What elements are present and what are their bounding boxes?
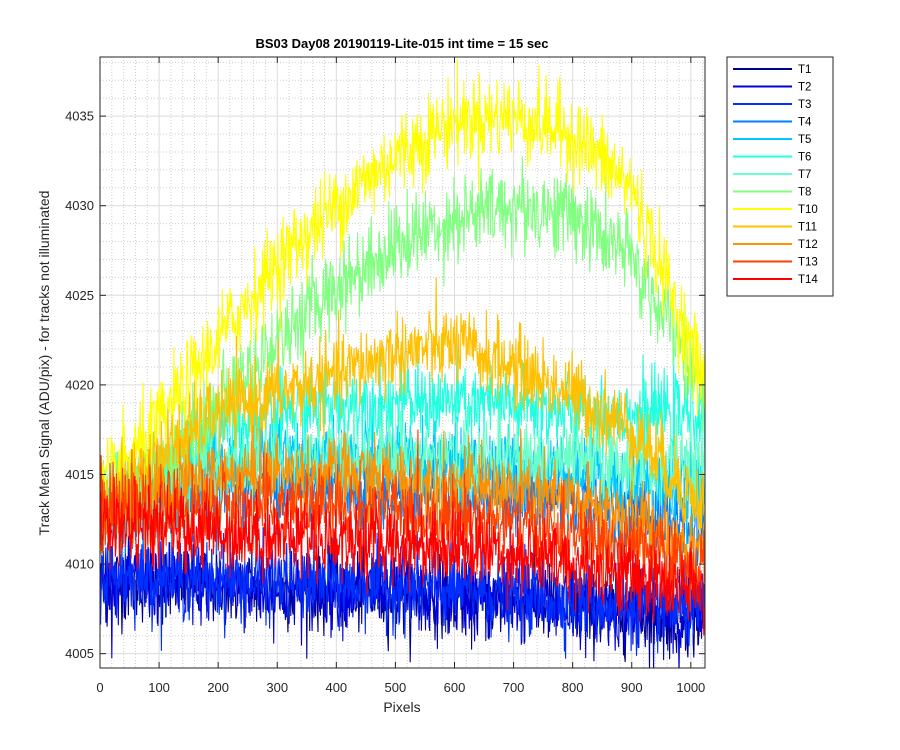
legend-label-t4: T4 xyxy=(798,117,812,129)
legend-label-t2: T2 xyxy=(798,82,811,94)
x-tick-label: 600 xyxy=(444,680,466,695)
x-tick-label: 1000 xyxy=(676,680,705,695)
legend-label-t1: T1 xyxy=(798,64,811,76)
y-tick-label: 4015 xyxy=(65,467,94,482)
axis-ticks xyxy=(99,57,705,668)
legend-label-t7: T7 xyxy=(798,169,811,181)
legend-box xyxy=(726,56,834,297)
legend-items: T1 T2 T3 T4 T5 T6 T7 T8 T10 T11 T12 T13 T14 xyxy=(733,64,818,286)
x-axis-label: Pixels xyxy=(383,699,420,715)
legend-label-t12: T12 xyxy=(798,239,818,251)
x-tick-labels: 0 100 200 300 400 500 600 700 800 900 1000 xyxy=(96,680,705,695)
legend-label-t10: T10 xyxy=(798,204,818,216)
y-tick-label: 4020 xyxy=(65,377,94,392)
y-axis-label: Track Mean Signal (ADU/pix) - for tracks… xyxy=(36,191,52,536)
plot-frame xyxy=(99,56,706,669)
x-tick-label: 200 xyxy=(207,680,229,695)
series-line-t14 xyxy=(100,476,705,636)
y-tick-label: 4010 xyxy=(65,557,94,572)
series-line-t11 xyxy=(100,277,705,545)
x-tick-label: 900 xyxy=(621,680,643,695)
legend-label-t6: T6 xyxy=(798,152,811,164)
x-tick-label: 400 xyxy=(325,680,347,695)
series-line-t10 xyxy=(100,58,705,525)
chart-title: BS03 Day08 20190119-Lite-015 int time = … xyxy=(255,36,548,51)
x-tick-label: 800 xyxy=(562,680,584,695)
x-tick-label: 700 xyxy=(503,680,525,695)
x-tick-label: 100 xyxy=(148,680,170,695)
y-tick-label: 4035 xyxy=(65,109,94,124)
x-tick-label: 500 xyxy=(385,680,407,695)
y-tick-labels: 4005 4010 4015 4020 4025 4030 4035 xyxy=(65,109,94,662)
legend-label-t14: T14 xyxy=(798,274,818,286)
legend-label-t8: T8 xyxy=(798,187,811,199)
legend-label-t5: T5 xyxy=(798,134,811,146)
x-tick-label: 300 xyxy=(266,680,288,695)
legend-label-t3: T3 xyxy=(798,99,811,111)
series-line-t8 xyxy=(100,156,705,543)
x-tick-label: 0 xyxy=(96,680,103,695)
y-tick-label: 4025 xyxy=(65,288,94,303)
series-line-t7 xyxy=(100,372,705,546)
series-layer xyxy=(100,58,705,668)
legend: T1 T2 T3 T4 T5 T6 T7 T8 T10 T11 T12 T13 T14 xyxy=(726,56,834,297)
y-tick-label: 4030 xyxy=(65,198,94,213)
legend-label-t13: T13 xyxy=(798,257,818,269)
y-tick-label: 4005 xyxy=(65,646,94,661)
legend-label-t11: T11 xyxy=(798,222,817,234)
